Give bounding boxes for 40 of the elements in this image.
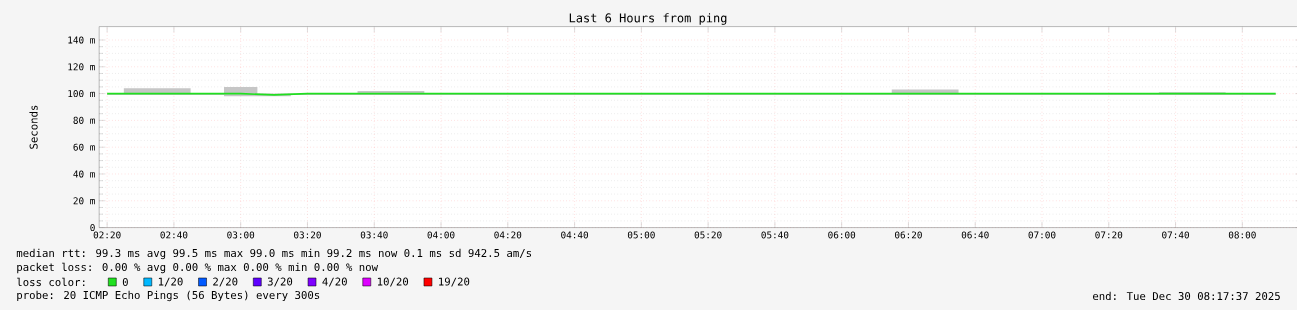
y-tick-label: 20 m [73,197,95,205]
x-tick-label: 05:40 [761,231,789,239]
x-tick-label: 06:20 [895,231,922,239]
y-tick-label: 140 m [68,36,95,44]
x-tick-label: 08:00 [1228,231,1256,239]
y-tick-label: 0 [90,224,95,232]
y-tick-label: 100 m [68,90,95,98]
x-tick-label: 06:40 [961,231,989,239]
x-tick-label: 04:40 [561,231,589,239]
x-tick-label: 07:00 [1028,231,1056,239]
x-tick-label: 03:40 [360,231,388,239]
x-tick-label: 03:00 [227,231,255,239]
x-tick-label: 07:20 [1095,231,1123,239]
x-tick-label: 02:40 [160,231,188,239]
legend-label: 10/20 [377,277,409,287]
y-axis-title: Seconds [29,105,38,149]
text: median rtt: 99.3 ms avg 99.5 ms max 99.0 ms min 99.2 ms now 0.1 ms sd 942.5 am/s [16,248,532,260]
legend-label: 1/20 [158,277,183,287]
legend-label: 3/20 [267,277,293,287]
legend-label: 0 [122,277,128,287]
legend-label: 2/20 [213,277,238,287]
legend-label: 4/20 [322,277,347,287]
chart-title: Last 6 Hours from ping [569,13,727,25]
text: end: Tue Dec 30 08:17:37 2025 [1093,291,1280,301]
text: probe: 20 ICMP Echo Pings (56 Bytes) every 300s [17,290,320,302]
x-tick-label: 02:20 [93,231,121,239]
y-tick-label: 80 m [73,116,95,124]
x-tick-label: 05:20 [694,231,722,239]
y-tick-label: 120 m [68,63,95,71]
x-tick-label: 06:00 [828,231,856,239]
legend-label: 19/20 [439,277,470,287]
x-tick-label: 05:00 [627,231,655,239]
x-tick-label: 04:00 [427,231,455,239]
y-tick-label: 40 m [73,170,95,178]
legend-title: loss color: [17,277,85,287]
text: packet loss: 0.00 % avg 0.00 % max 0.00 % min 0.00 % now [17,262,379,274]
x-tick-label: 07:40 [1162,231,1189,239]
x-tick-label: 03:20 [294,231,321,239]
x-tick-label: 04:20 [494,231,522,239]
y-tick-label: 60 m [73,143,95,151]
